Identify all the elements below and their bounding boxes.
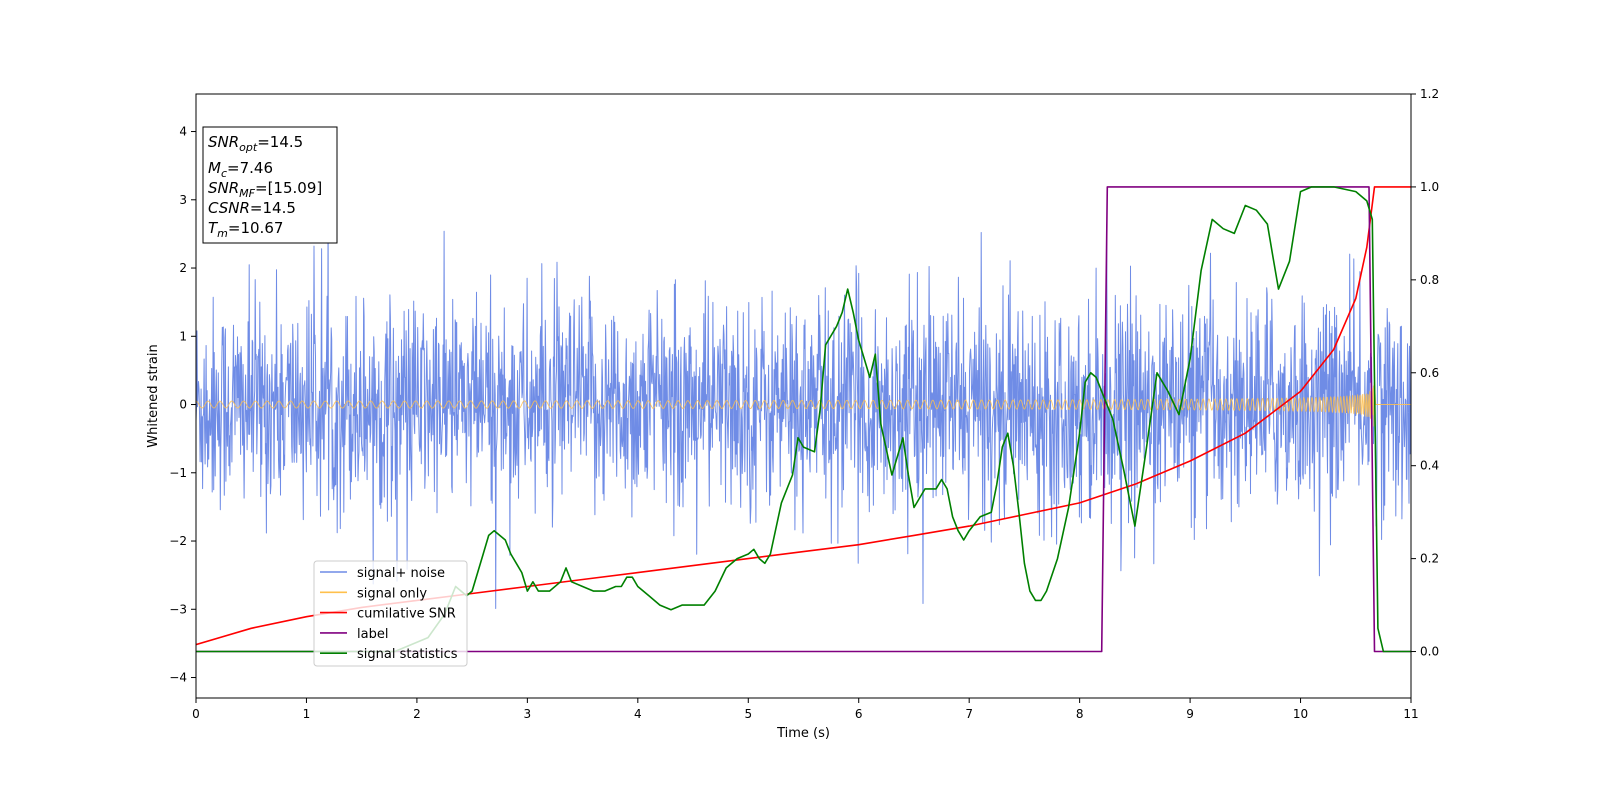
x-tick-label: 7 [965,707,973,721]
info-line: Mc=7.46 [208,159,273,180]
info-box: SNRopt=14.5 Mc=7.46SNRMF=[15.09]CSNR=14.5… [202,126,338,244]
x-tick-label: 11 [1403,707,1418,721]
x-tick-label: 10 [1293,707,1308,721]
y2-tick-label: 1.2 [1420,87,1439,101]
y2-tick-label: 1.0 [1420,180,1439,194]
x-tick-label: 5 [744,707,752,721]
x-tick-label: 1 [303,707,311,721]
y2-tick-label: 0.4 [1420,459,1439,473]
legend-label-signal-statistics: signal statistics [357,647,458,662]
plot-frame [195,93,1412,699]
y-tick-label: 2 [179,261,187,275]
x-tick-label: 4 [634,707,642,721]
info-box-frame [202,126,338,244]
x-axis-label: Time (s) [776,726,830,741]
y2-tick-label: 0.0 [1420,645,1439,659]
series-signal-statistics [196,186,1411,653]
y2-tick-label: 0.8 [1420,273,1439,287]
y-tick-label: 3 [179,193,187,207]
info-line: Tm=10.67 [208,219,283,240]
legend-label-cumilative-snr: cumilative SNR [357,607,456,622]
x-tick-label: 9 [1186,707,1194,721]
y-tick-label: −3 [169,602,187,616]
x-tick-label: 0 [192,707,200,721]
series-label [196,186,1411,653]
x-tick-label: 6 [855,707,863,721]
x-tick-label: 8 [1076,707,1084,721]
y-tick-label: 4 [179,125,187,139]
y-tick-label: 1 [179,329,187,343]
series-signal-only [196,382,1411,427]
y2-tick-label: 0.2 [1420,552,1439,566]
legend-frame [313,560,468,667]
x-tick-label: 3 [524,707,532,721]
y-tick-label: −2 [169,534,187,548]
legend-label-signal-only: signal only [357,586,427,601]
x-tick-label: 2 [413,707,421,721]
series-signal-noise [196,202,1411,609]
y-tick-label: −1 [169,466,187,480]
y-tick-label: 0 [179,398,187,412]
y-tick-label: −4 [169,671,187,685]
legend-label-signal-noise: signal+ noise [357,566,445,581]
axes-layer: 0 1 2 3 4 5 6 7 8 9 10 11 −4 −3 −2 −1 0 1 2 3 4 0.0 0.2 0.4 0.6 0… [169,87,1439,721]
info-line: CSNR=14.5 [208,199,296,217]
y-axis-label: Whitened strain [146,344,161,447]
legend-label-label: label [357,627,388,642]
legend: signal+ noise signal only cumilative SNR la… [313,560,468,667]
info-line: SNRMF=[15.09] [208,179,322,200]
y2-tick-label: 0.6 [1420,366,1439,380]
info-line: SNRopt=14.5 [208,133,303,154]
